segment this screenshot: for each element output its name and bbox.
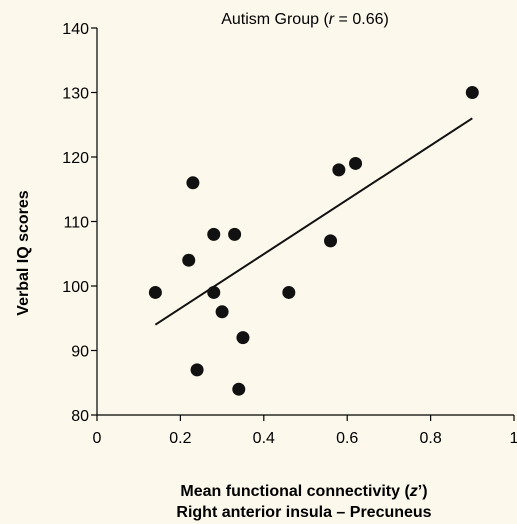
x-tick-label: 0 [93, 430, 102, 447]
y-tick-label: 130 [62, 86, 89, 103]
data-point [186, 176, 200, 190]
y-axis-label: Verbal IQ scores [15, 190, 32, 316]
x-tick-label: 0.6 [336, 430, 358, 447]
y-tick-label: 110 [63, 215, 89, 232]
y-tick-label: 120 [62, 150, 89, 167]
data-point [465, 86, 479, 99]
data-point [182, 253, 196, 267]
x-axis-label-line1: Mean functional connectivity (z’) [180, 483, 427, 500]
chart-title: Autism Group (r = 0.66) [221, 11, 389, 28]
data-point [215, 305, 229, 319]
data-point [207, 227, 221, 241]
data-point [324, 234, 338, 248]
y-tick-label: 100 [62, 279, 89, 296]
trendline-group [154, 117, 473, 326]
data-point [207, 285, 221, 299]
data-point [236, 331, 250, 345]
regression-line [154, 117, 473, 326]
ticks: 0 0.2 0.4 0.6 0.8 1 80 90 100 110 120 130 140 [62, 21, 517, 447]
data-point [332, 163, 346, 177]
data-point [228, 227, 242, 241]
x-axis-label-line2: Right anterior insula – Precuneus [176, 504, 431, 521]
data-points [148, 86, 479, 396]
x-tick-label: 0.4 [253, 430, 275, 447]
x-tick-label: 1 [510, 430, 517, 447]
y-tick-label: 140 [62, 21, 89, 38]
data-point [349, 156, 363, 170]
x-tick-label: 0.2 [169, 430, 191, 447]
x-tick-label: 0.8 [419, 430, 441, 447]
y-tick-label: 80 [71, 408, 89, 425]
data-point [232, 382, 246, 396]
axes [96, 28, 514, 416]
data-point [148, 285, 162, 299]
data-point [190, 363, 204, 377]
data-point [282, 285, 296, 299]
y-tick-label: 90 [71, 344, 89, 361]
